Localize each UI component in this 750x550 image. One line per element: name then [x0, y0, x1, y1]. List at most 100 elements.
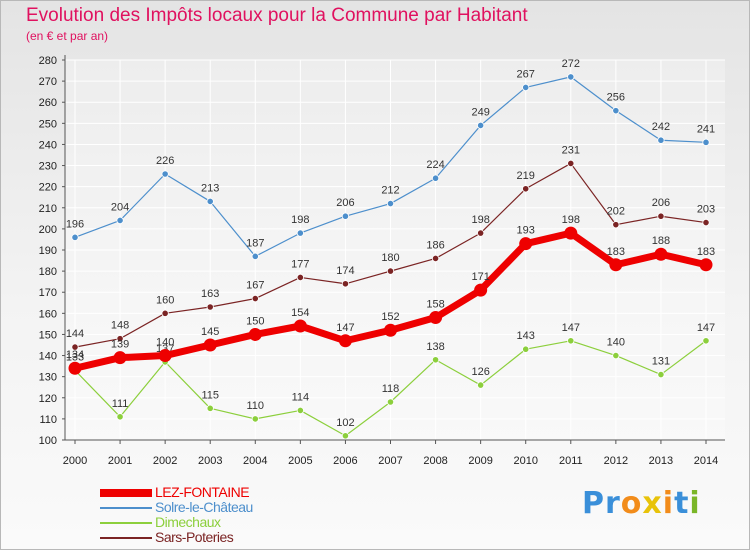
data-point: [564, 226, 578, 240]
data-label: 231: [562, 144, 580, 156]
data-label: 213: [201, 182, 219, 194]
x-tick-label: 2007: [378, 455, 402, 467]
data-label: 111: [112, 398, 129, 410]
data-point: [341, 212, 350, 220]
data-label: 139: [111, 339, 129, 351]
y-tick-label: 220: [39, 182, 57, 194]
data-point: [699, 258, 713, 272]
data-label: 241: [697, 123, 715, 135]
data-point: [386, 398, 395, 406]
data-label: 242: [652, 121, 670, 133]
data-point: [474, 283, 488, 297]
data-point: [158, 349, 172, 363]
data-label: 198: [471, 214, 489, 226]
proxiti-logo: Proxiti: [582, 486, 701, 521]
data-label: 110: [247, 400, 265, 412]
logo-letter: P: [582, 486, 605, 521]
data-point: [296, 229, 304, 237]
data-label: 206: [336, 197, 354, 209]
data-point: [251, 294, 259, 303]
legend-swatch: [100, 522, 152, 524]
legend-label: Solre-le-Château: [155, 499, 253, 515]
data-label: 204: [111, 201, 129, 213]
y-tick-label: 280: [39, 55, 57, 67]
legend-swatch: [100, 537, 152, 539]
data-point: [161, 309, 169, 317]
data-point: [248, 327, 262, 341]
data-label: 140: [607, 337, 625, 349]
x-tick-label: 2014: [694, 455, 718, 467]
data-point: [612, 351, 620, 360]
x-tick-label: 2006: [333, 455, 357, 467]
data-label: 202: [607, 206, 625, 218]
data-point: [113, 351, 127, 365]
y-tick-label: 150: [39, 329, 57, 341]
logo-letter: t: [674, 486, 690, 521]
data-point: [384, 323, 397, 337]
data-label: 134: [66, 349, 84, 361]
data-label: 126: [471, 366, 489, 378]
y-tick-label: 180: [39, 266, 57, 278]
data-label: 183: [607, 246, 625, 258]
x-tick-label: 2012: [604, 455, 628, 467]
data-label: 188: [652, 235, 670, 247]
data-label: 167: [246, 280, 264, 292]
data-label: 114: [292, 391, 310, 403]
data-label: 160: [156, 294, 174, 306]
data-label: 180: [381, 252, 399, 264]
logo-letter: r: [605, 486, 621, 521]
y-tick-label: 240: [39, 139, 57, 151]
data-label: 267: [517, 68, 535, 80]
x-tick-label: 2005: [288, 455, 312, 467]
data-point: [341, 432, 350, 440]
data-point: [251, 415, 259, 423]
y-tick-label: 210: [39, 203, 57, 215]
data-label: 163: [201, 288, 219, 300]
data-label: 203: [697, 204, 715, 216]
y-tick-label: 130: [39, 372, 57, 384]
data-point: [567, 159, 575, 168]
data-label: 131: [652, 356, 670, 368]
y-tick-label: 110: [39, 414, 57, 426]
data-label: 148: [111, 320, 129, 332]
data-label: 272: [562, 58, 580, 70]
data-label: 187: [246, 237, 264, 249]
data-point: [429, 311, 443, 325]
x-tick-label: 2011: [559, 455, 583, 467]
logo-letter: o: [620, 486, 643, 521]
data-point: [296, 406, 304, 415]
x-tick-label: 2001: [108, 455, 132, 467]
data-point: [702, 337, 710, 345]
data-label: 147: [562, 322, 580, 334]
data-label: 115: [201, 389, 219, 401]
data-label: 144: [66, 328, 84, 340]
legend-swatch: [100, 507, 152, 509]
legend-swatch: [100, 489, 152, 497]
logo-letter: x: [642, 486, 663, 521]
data-point: [386, 267, 395, 275]
data-label: 158: [426, 299, 444, 311]
data-label: 150: [246, 315, 264, 327]
chart-title: Evolution des Impôts locaux pour la Comm…: [26, 5, 528, 26]
logo-letter: i: [662, 486, 675, 521]
data-label: 102: [336, 417, 354, 429]
y-tick-label: 200: [39, 224, 57, 236]
y-tick-label: 160: [39, 308, 57, 320]
data-label: 196: [66, 218, 84, 230]
data-label: 226: [156, 155, 174, 167]
data-point: [519, 237, 533, 251]
data-label: 219: [517, 170, 535, 182]
legend-label: Dimechaux: [155, 514, 221, 530]
data-label: 140: [156, 337, 174, 349]
data-label: 206: [652, 197, 670, 209]
data-point: [251, 252, 259, 260]
data-point: [71, 233, 79, 241]
data-label: 118: [382, 383, 400, 395]
data-label: 224: [426, 159, 444, 171]
data-point: [116, 216, 124, 225]
data-label: 256: [607, 92, 625, 104]
x-tick-label: 2010: [513, 455, 537, 467]
data-point: [477, 381, 485, 389]
data-point: [612, 221, 620, 229]
